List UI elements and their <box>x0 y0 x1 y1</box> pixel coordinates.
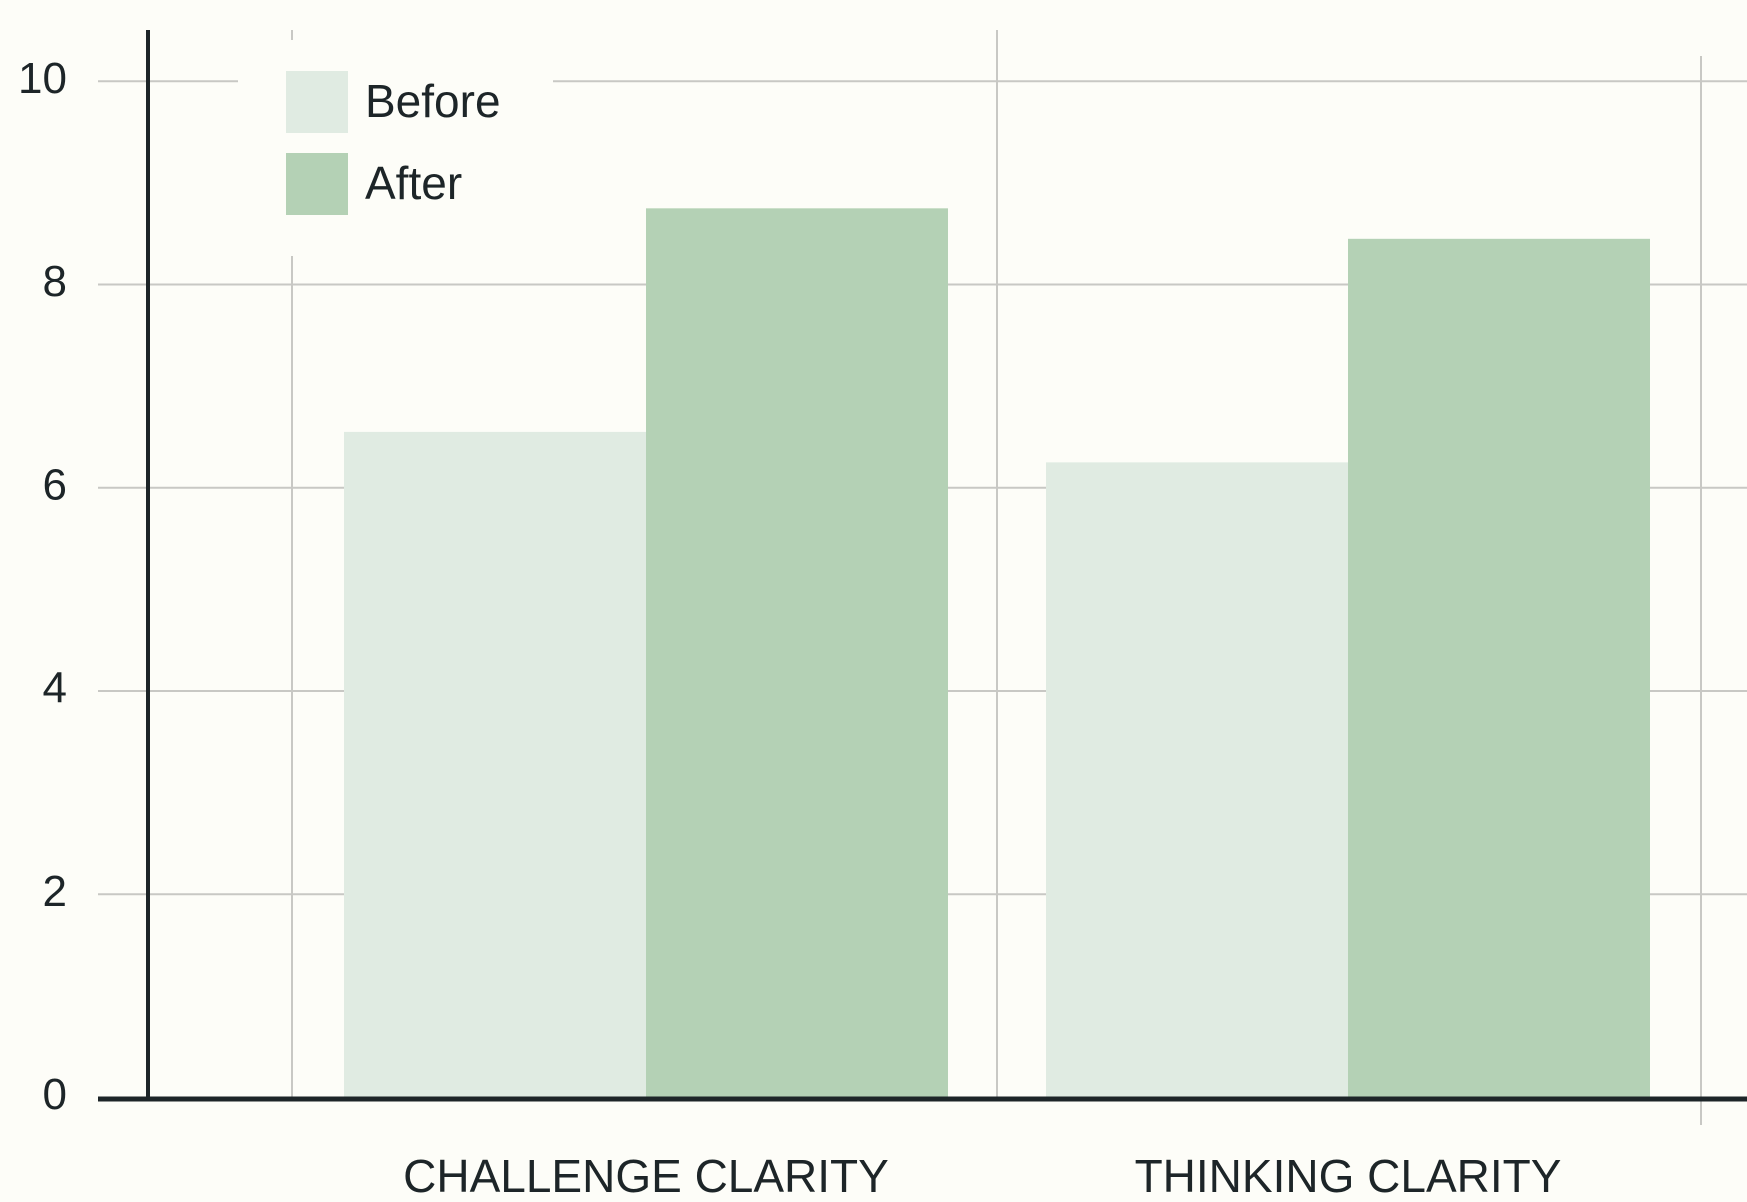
legend-swatch <box>286 153 348 215</box>
x-tick-label: THINKING CLARITY <box>1135 1150 1562 1202</box>
y-tick-label: 4 <box>43 664 67 713</box>
x-tick-label: CHALLENGE CLARITY <box>403 1150 889 1202</box>
bar <box>344 431 646 1098</box>
y-tick-label: 0 <box>43 1070 67 1119</box>
bar <box>646 208 948 1098</box>
legend-background <box>238 40 553 256</box>
y-tick-label: 2 <box>43 867 67 916</box>
legend-label: Before <box>365 75 501 127</box>
legend: Before After <box>238 40 553 256</box>
y-tick-label: 6 <box>43 460 67 509</box>
legend-swatch <box>286 71 348 133</box>
bar <box>1348 238 1650 1098</box>
bar <box>1046 462 1348 1098</box>
y-tick-label: 10 <box>18 54 67 103</box>
legend-label: After <box>365 157 462 209</box>
bars <box>344 208 1650 1098</box>
y-tick-label: 8 <box>43 257 67 306</box>
